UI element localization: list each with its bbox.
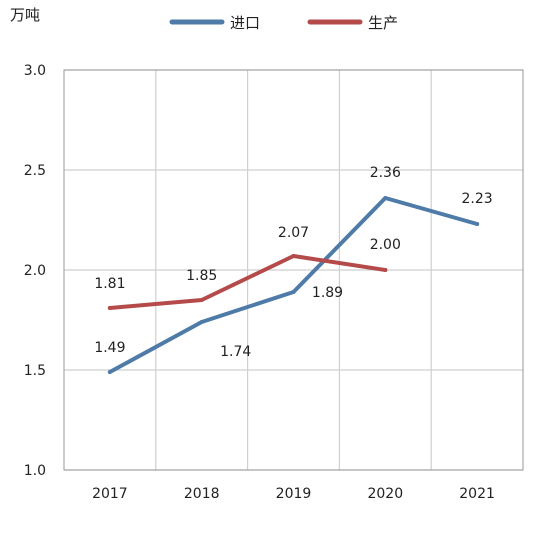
x-tick-label: 2021 bbox=[459, 486, 495, 502]
data-point bbox=[107, 306, 112, 310]
y-tick-label: 3.0 bbox=[24, 63, 46, 79]
legend-label: 进口 bbox=[230, 14, 260, 32]
data-label: 1.85 bbox=[186, 268, 217, 284]
y-tick-label: 2.0 bbox=[24, 263, 46, 279]
data-point bbox=[475, 222, 480, 226]
x-tick-label: 2019 bbox=[276, 486, 312, 502]
data-label: 1.89 bbox=[312, 285, 343, 301]
y-tick-label: 2.5 bbox=[24, 163, 46, 179]
y-tick-label: 1.5 bbox=[24, 363, 46, 379]
data-label: 2.23 bbox=[462, 191, 493, 207]
x-tick-label: 2018 bbox=[184, 486, 220, 502]
data-label: 2.36 bbox=[370, 165, 401, 181]
x-tick-label: 2020 bbox=[367, 486, 403, 502]
x-axis: 2017 2018 2019 2020 2021 bbox=[92, 486, 495, 502]
grid bbox=[64, 69, 523, 471]
data-point bbox=[383, 268, 388, 272]
y-axis-unit: 万吨 bbox=[10, 6, 40, 24]
data-point bbox=[199, 320, 204, 324]
data-point bbox=[383, 196, 388, 200]
y-axis: 1.0 1.5 2.0 2.5 3.0 bbox=[24, 63, 46, 479]
data-point bbox=[199, 298, 204, 302]
data-label: 2.07 bbox=[278, 225, 309, 241]
y-tick-label: 1.0 bbox=[24, 463, 46, 479]
series-lines bbox=[107, 196, 480, 374]
legend-label: 生产 bbox=[368, 14, 398, 32]
data-label: 1.49 bbox=[94, 340, 125, 356]
data-labels: 1.49 1.74 1.89 2.36 2.23 1.81 1.85 2.07 2.00 bbox=[94, 165, 492, 360]
data-label: 1.81 bbox=[94, 276, 125, 292]
series-line-1 bbox=[107, 254, 388, 310]
data-point bbox=[291, 254, 296, 258]
legend: 进口 生产 bbox=[169, 14, 398, 32]
data-label: 2.00 bbox=[370, 237, 401, 253]
x-tick-label: 2017 bbox=[92, 486, 128, 502]
data-label: 1.74 bbox=[220, 344, 251, 360]
data-point bbox=[291, 290, 296, 294]
plot-area bbox=[63, 69, 524, 471]
data-point bbox=[107, 370, 112, 374]
